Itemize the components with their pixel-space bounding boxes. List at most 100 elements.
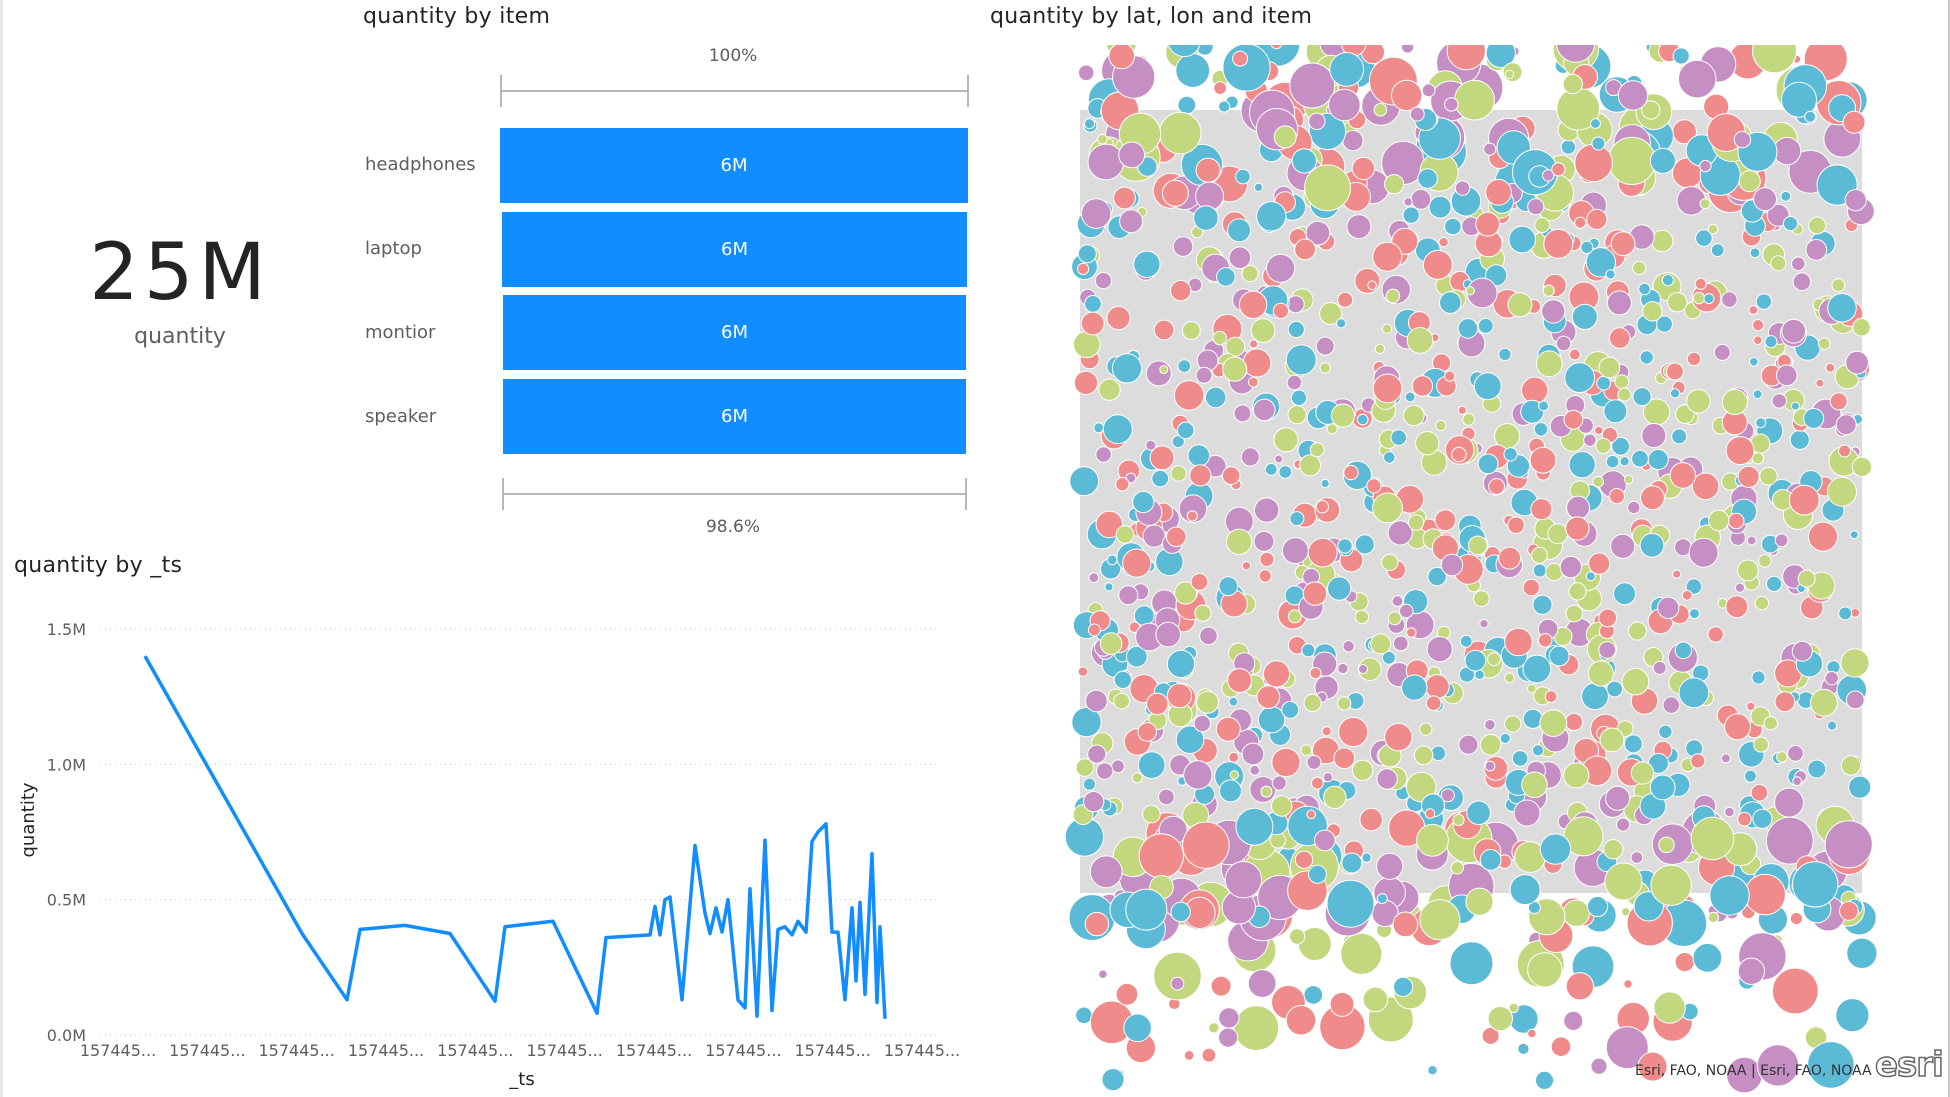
map-bubble[interactable] — [1372, 373, 1403, 404]
map-bubble[interactable] — [1415, 431, 1440, 456]
map-bubble[interactable] — [1851, 456, 1873, 477]
map-bubble[interactable] — [1672, 569, 1682, 579]
map-bubble[interactable] — [1301, 643, 1316, 658]
map-bubble[interactable] — [1590, 118, 1601, 129]
map-bubble[interactable] — [1462, 413, 1476, 426]
map-bubble[interactable] — [1789, 429, 1810, 450]
map-bubble[interactable] — [1661, 274, 1675, 287]
map-bubble[interactable] — [1466, 800, 1491, 826]
map-bubble[interactable] — [1115, 982, 1139, 1006]
map-bubble[interactable] — [1725, 436, 1755, 466]
map-bubble[interactable] — [1756, 1044, 1800, 1087]
map-bubble[interactable] — [1087, 623, 1101, 637]
map-bubble[interactable] — [1724, 806, 1735, 818]
map-bubble[interactable] — [1530, 546, 1548, 564]
map-bubble[interactable] — [1690, 816, 1735, 861]
map-bubble[interactable] — [1071, 706, 1102, 738]
map-bubble[interactable] — [1159, 365, 1169, 375]
funnel-bar-laptop[interactable]: 6M — [502, 212, 967, 287]
map-bubble[interactable] — [1457, 318, 1479, 339]
map-bubble[interactable] — [1671, 428, 1688, 445]
map-bubble[interactable] — [1826, 720, 1838, 731]
map-bubble[interactable] — [1789, 912, 1804, 926]
map-bubble[interactable] — [1594, 425, 1604, 436]
map-bubble[interactable] — [1564, 712, 1584, 732]
map-bubble[interactable] — [1175, 53, 1211, 88]
map-bubble[interactable] — [1249, 339, 1259, 349]
map-bubble[interactable] — [1509, 874, 1541, 906]
map-bubble[interactable] — [1465, 286, 1475, 296]
map-bubble[interactable] — [1708, 509, 1730, 532]
map-bubble[interactable] — [1146, 692, 1169, 716]
map-bubble[interactable] — [1606, 290, 1632, 316]
map-bubble[interactable] — [1077, 64, 1095, 82]
map-bubble[interactable] — [1797, 569, 1816, 588]
map-bubble[interactable] — [1608, 327, 1631, 349]
map-bubble[interactable] — [1790, 401, 1800, 411]
map-bubble[interactable] — [1256, 685, 1281, 709]
map-bubble[interactable] — [1585, 247, 1616, 278]
map-bubble[interactable] — [1315, 336, 1335, 356]
map-bubble[interactable] — [1610, 231, 1636, 257]
map-bubble[interactable] — [1419, 899, 1461, 941]
map-bubble[interactable] — [1444, 97, 1459, 112]
map-bubble[interactable] — [1361, 852, 1372, 863]
map-bubble[interactable] — [1427, 1064, 1438, 1076]
map-bubble[interactable] — [1424, 808, 1436, 819]
map-bubble[interactable] — [1744, 769, 1757, 783]
map-bubble[interactable] — [1306, 754, 1322, 770]
map-bubble[interactable] — [1485, 178, 1512, 206]
map-bubble[interactable] — [1649, 147, 1677, 174]
map-bubble[interactable] — [1305, 220, 1331, 246]
map-bubble[interactable] — [1285, 344, 1317, 376]
map-bubble[interactable] — [1354, 534, 1375, 555]
map-bubble[interactable] — [1240, 447, 1260, 467]
map-bubble[interactable] — [1358, 664, 1368, 675]
map-bubble[interactable] — [1266, 253, 1296, 283]
map-bubble[interactable] — [1175, 725, 1205, 755]
map-bubble[interactable] — [1106, 305, 1131, 331]
map-bubble[interactable] — [1649, 774, 1676, 801]
funnel-chart[interactable]: quantity by item 100% headphones 6M lapt… — [355, 0, 975, 540]
map-bubble[interactable] — [1550, 1036, 1572, 1058]
map-bubble[interactable] — [1807, 521, 1839, 552]
map-bubble[interactable] — [1642, 301, 1663, 322]
map-bubble[interactable] — [1755, 417, 1767, 429]
map-bubble[interactable] — [1392, 635, 1409, 652]
map-bubble[interactable] — [1403, 197, 1413, 207]
map-bubble[interactable] — [1533, 422, 1549, 437]
map-bubble[interactable] — [1338, 716, 1369, 748]
map-bubble[interactable] — [1260, 785, 1273, 798]
map-bubble[interactable] — [1399, 603, 1414, 619]
map-bubble[interactable] — [1780, 190, 1792, 202]
map-bubble[interactable] — [1329, 52, 1365, 87]
map-bubble[interactable] — [1686, 351, 1702, 367]
map-bubble[interactable] — [1340, 932, 1383, 975]
map-bubble[interactable] — [1287, 609, 1302, 624]
map-bubble[interactable] — [1444, 217, 1462, 236]
map-bubble[interactable] — [1271, 775, 1287, 791]
map-bubble[interactable] — [1627, 500, 1641, 515]
map-bubble[interactable] — [1366, 478, 1382, 494]
map-bubble[interactable] — [1439, 291, 1462, 314]
map-bubble[interactable] — [1166, 649, 1196, 679]
map-bubble[interactable] — [1771, 967, 1819, 1015]
map-bubble[interactable] — [1598, 356, 1621, 379]
map-bubble[interactable] — [1454, 180, 1471, 196]
map-bubble[interactable] — [1406, 327, 1434, 354]
map-bubble[interactable] — [1605, 454, 1620, 469]
map-bubble[interactable] — [1603, 839, 1624, 860]
map-bubble[interactable] — [1720, 753, 1731, 764]
map-bubble[interactable] — [1098, 378, 1121, 401]
map-bubble[interactable] — [1142, 804, 1161, 824]
map-bubble[interactable] — [1194, 604, 1212, 622]
map-bubble[interactable] — [1327, 576, 1352, 601]
map-bubble[interactable] — [1272, 302, 1289, 319]
map-bubble[interactable] — [1605, 1026, 1649, 1070]
map-bubble[interactable] — [1336, 318, 1347, 329]
map-bubble[interactable] — [1504, 672, 1515, 684]
map-bubble[interactable] — [1308, 112, 1326, 131]
map-bubble[interactable] — [1186, 510, 1198, 522]
map-bubble[interactable] — [1563, 409, 1584, 430]
map-bubble[interactable] — [1804, 110, 1817, 123]
